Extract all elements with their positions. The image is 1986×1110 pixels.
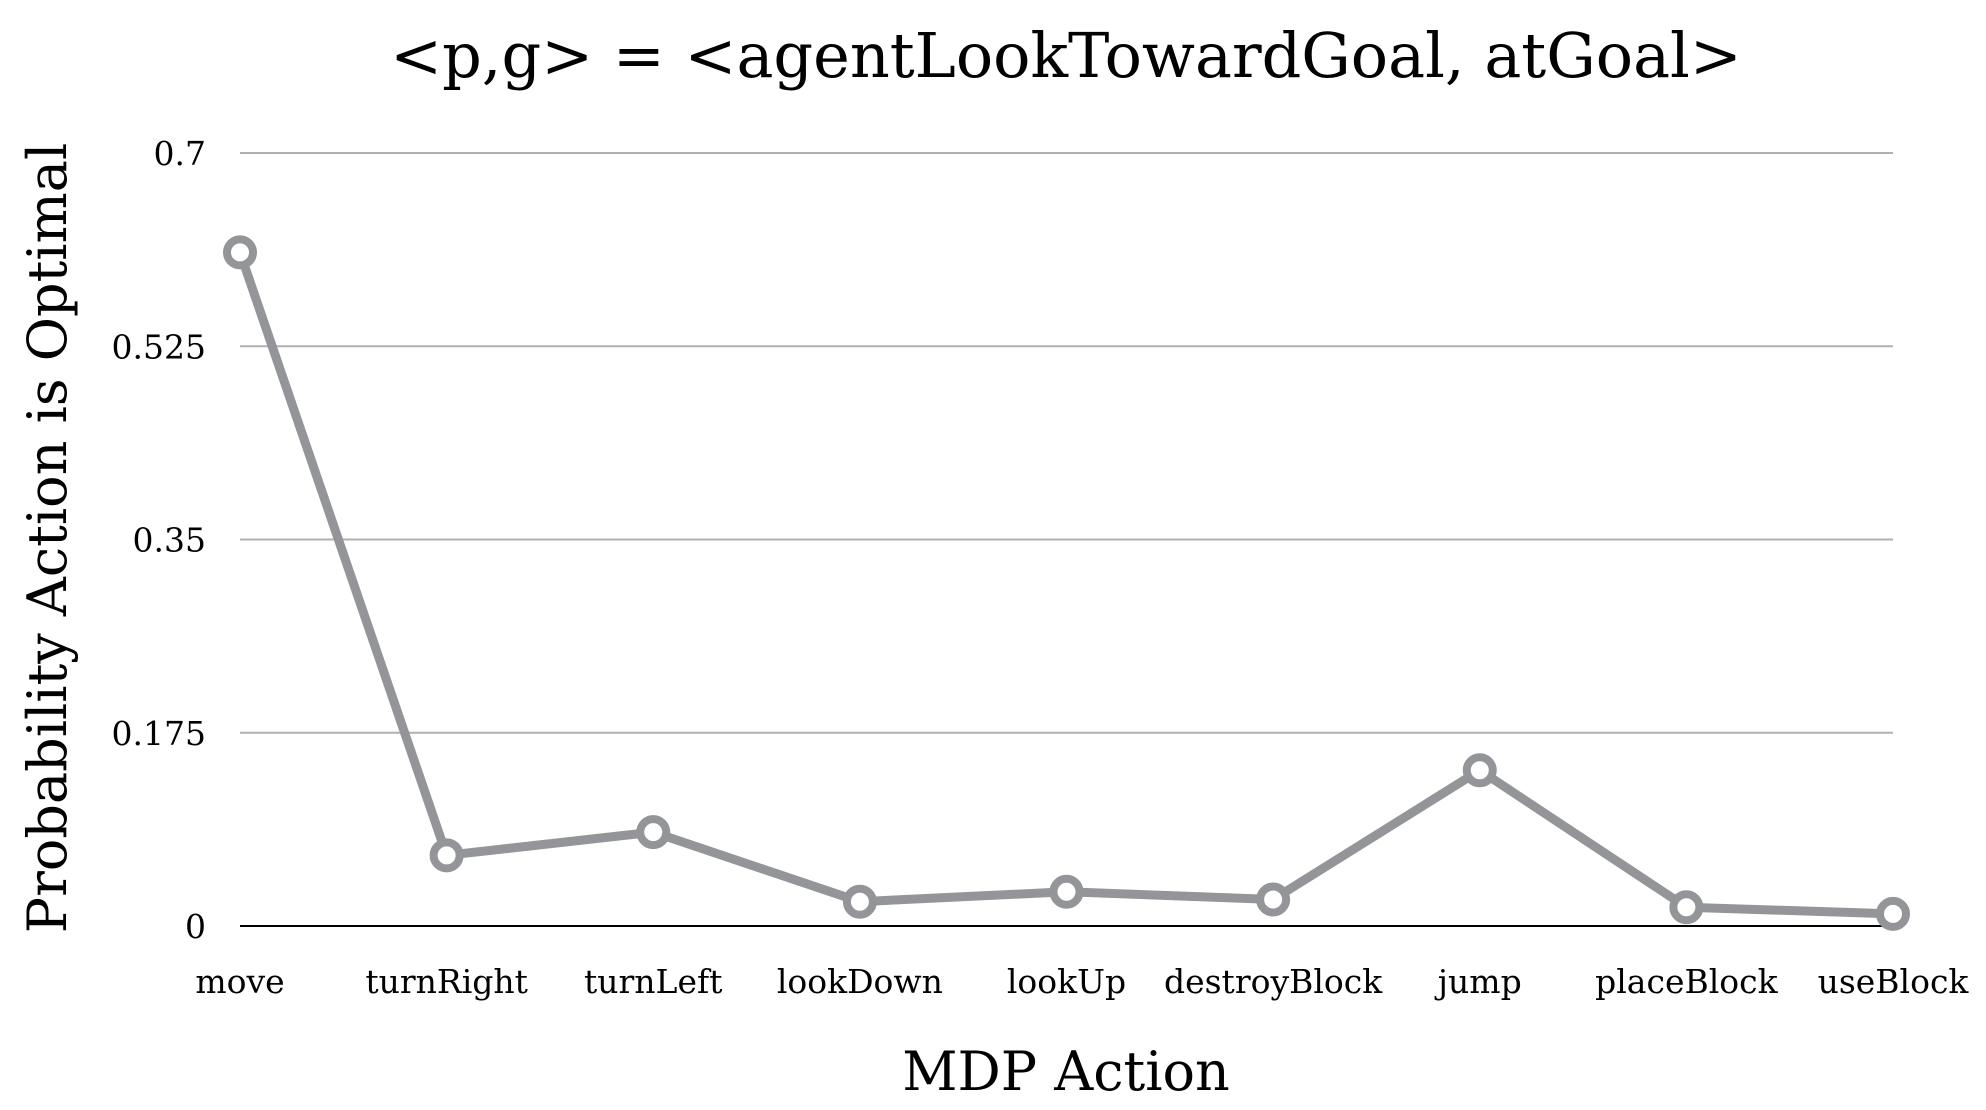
x-tick-label: jump — [1434, 962, 1522, 1001]
data-point-lookUp — [1049, 874, 1084, 909]
x-tick-label: useBlock — [1818, 962, 1970, 1001]
x-tick-label: placeBlock — [1595, 962, 1779, 1001]
data-point-useBlock — [1876, 896, 1910, 931]
data-point-turnLeft — [636, 815, 671, 850]
x-tick-label: destroyBlock — [1164, 962, 1383, 1001]
series-group — [223, 235, 1910, 931]
y-axis-tick-labels: 0 0.175 0.35 0.525 0.7 — [112, 134, 206, 946]
y-tick-label: 0.175 — [112, 714, 206, 753]
y-tick-label: 0 — [185, 907, 206, 946]
data-point-turnRight — [429, 838, 464, 873]
chart-title: <p,g> = <agentLookTowardGoal, atGoal> — [390, 19, 1742, 92]
series-line — [235, 247, 1898, 919]
gridlines — [240, 152, 1893, 927]
x-axis-tick-labels: move turnRight turnLeft lookDown lookUp destr… — [195, 962, 1969, 1001]
data-point-jump — [1462, 753, 1497, 788]
data-point-placeBlock — [1669, 890, 1704, 925]
x-tick-label: lookUp — [1007, 962, 1126, 1001]
x-tick-label: lookDown — [777, 962, 943, 1001]
x-tick-label: turnLeft — [584, 962, 722, 1001]
y-axis-title: Probability Action is Optimal — [16, 143, 79, 933]
data-point-move — [223, 235, 257, 270]
data-point-lookDown — [842, 884, 877, 919]
x-tick-label: turnRight — [365, 962, 528, 1001]
x-tick-label: move — [195, 962, 284, 1001]
data-point-destroyBlock — [1256, 882, 1291, 917]
y-tick-label: 0.525 — [112, 327, 206, 366]
y-tick-label: 0.35 — [133, 521, 206, 560]
x-axis-title: MDP Action — [902, 1040, 1230, 1103]
y-tick-label: 0.7 — [154, 134, 206, 173]
